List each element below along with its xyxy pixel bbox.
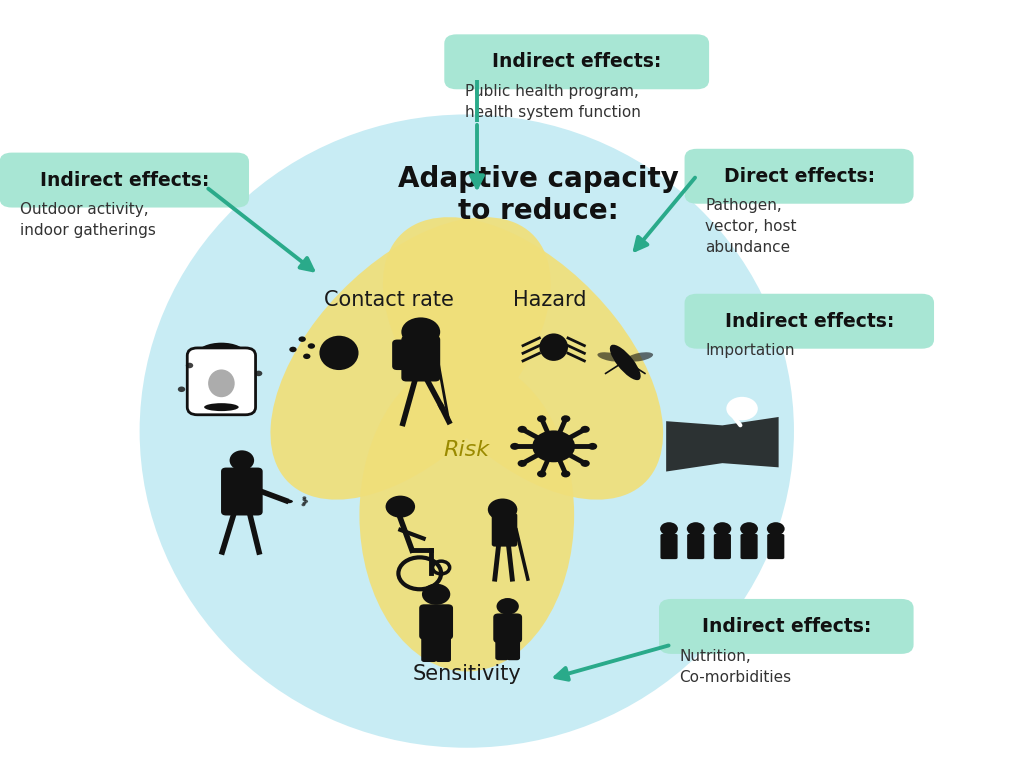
FancyBboxPatch shape (687, 534, 705, 559)
Text: Pathogen,
vector, host
abundance: Pathogen, vector, host abundance (705, 198, 797, 256)
Text: Importation: Importation (705, 343, 795, 359)
Ellipse shape (610, 345, 641, 380)
Circle shape (740, 522, 758, 536)
Circle shape (178, 387, 185, 392)
Ellipse shape (319, 336, 358, 370)
FancyBboxPatch shape (507, 637, 520, 660)
Ellipse shape (208, 369, 234, 398)
Ellipse shape (198, 343, 246, 365)
Circle shape (510, 443, 519, 450)
Circle shape (537, 471, 547, 478)
Ellipse shape (284, 500, 293, 504)
Ellipse shape (139, 114, 794, 748)
Ellipse shape (359, 359, 574, 671)
Circle shape (726, 397, 758, 420)
Ellipse shape (383, 217, 664, 500)
Text: Indirect effects:: Indirect effects: (701, 617, 871, 636)
Polygon shape (667, 417, 778, 472)
Ellipse shape (204, 403, 239, 411)
Text: Hazard: Hazard (513, 290, 587, 310)
FancyBboxPatch shape (685, 149, 913, 204)
Text: Outdoor activity,
indoor gatherings: Outdoor activity, indoor gatherings (20, 202, 156, 238)
Circle shape (714, 522, 731, 536)
Circle shape (487, 498, 517, 520)
Circle shape (767, 522, 784, 536)
Circle shape (401, 317, 440, 346)
FancyBboxPatch shape (401, 336, 440, 382)
Circle shape (687, 522, 705, 536)
Text: Nutrition,
Co-morbidities: Nutrition, Co-morbidities (680, 649, 792, 684)
Circle shape (302, 497, 306, 499)
Text: Contact rate: Contact rate (324, 290, 454, 310)
Circle shape (561, 415, 570, 422)
Circle shape (660, 522, 678, 536)
Text: Direct effects:: Direct effects: (724, 167, 874, 185)
Text: Indirect effects:: Indirect effects: (725, 312, 894, 330)
Circle shape (517, 460, 527, 467)
Circle shape (581, 426, 590, 433)
Circle shape (517, 426, 527, 433)
Circle shape (537, 415, 547, 422)
Circle shape (588, 443, 597, 450)
FancyBboxPatch shape (392, 340, 417, 370)
FancyBboxPatch shape (221, 468, 263, 516)
Circle shape (290, 346, 297, 353)
FancyBboxPatch shape (714, 534, 731, 559)
Circle shape (422, 584, 451, 605)
Ellipse shape (597, 353, 624, 362)
Ellipse shape (229, 450, 254, 471)
FancyBboxPatch shape (444, 34, 709, 89)
Circle shape (303, 353, 310, 359)
Circle shape (307, 343, 315, 349)
Circle shape (304, 500, 308, 503)
Text: Risk: Risk (443, 440, 489, 460)
Circle shape (532, 430, 575, 462)
Text: Indirect effects:: Indirect effects: (492, 53, 662, 71)
FancyBboxPatch shape (0, 153, 249, 208)
Text: Indirect effects:: Indirect effects: (40, 171, 209, 189)
FancyBboxPatch shape (421, 633, 437, 662)
Circle shape (497, 598, 519, 615)
FancyBboxPatch shape (660, 534, 678, 559)
Circle shape (581, 460, 590, 467)
Circle shape (185, 362, 194, 369)
FancyBboxPatch shape (494, 613, 522, 643)
Circle shape (302, 498, 306, 501)
Circle shape (386, 496, 415, 517)
Circle shape (302, 502, 306, 504)
Circle shape (301, 504, 305, 507)
FancyBboxPatch shape (685, 294, 934, 349)
FancyBboxPatch shape (659, 599, 913, 654)
FancyBboxPatch shape (496, 637, 509, 660)
Text: Sensitivity: Sensitivity (413, 664, 521, 684)
Circle shape (561, 471, 570, 478)
Circle shape (255, 371, 262, 376)
FancyBboxPatch shape (767, 534, 784, 559)
FancyBboxPatch shape (492, 513, 517, 546)
FancyBboxPatch shape (419, 604, 453, 639)
FancyBboxPatch shape (740, 534, 758, 559)
Text: Public health program,
health system function: Public health program, health system fun… (465, 84, 641, 120)
Ellipse shape (270, 217, 551, 500)
Ellipse shape (540, 333, 568, 361)
FancyBboxPatch shape (435, 633, 451, 662)
Ellipse shape (627, 353, 653, 362)
FancyBboxPatch shape (187, 348, 256, 415)
Circle shape (298, 336, 306, 342)
Text: Adaptive capacity
to reduce:: Adaptive capacity to reduce: (398, 165, 679, 225)
